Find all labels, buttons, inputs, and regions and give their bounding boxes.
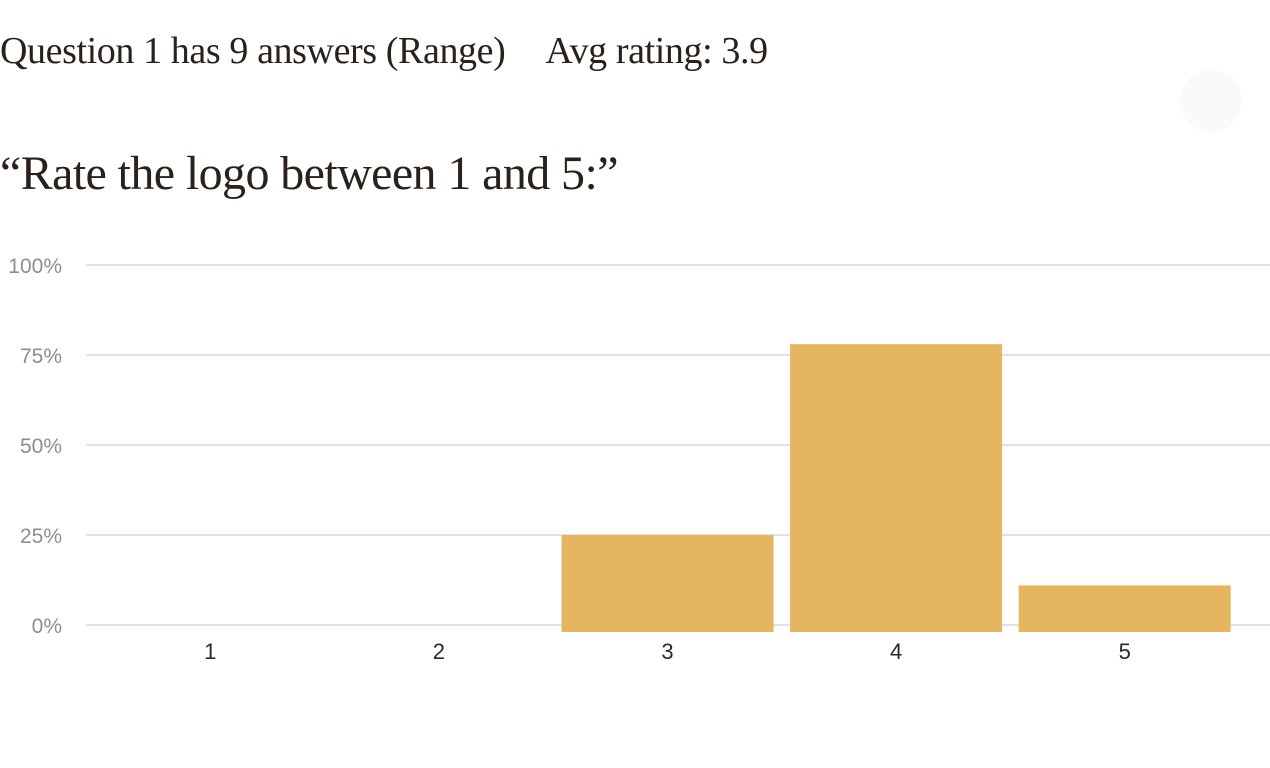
answer-count-text: Question 1 has 9 answers (Range) bbox=[0, 30, 506, 72]
y-tick-label: 25% bbox=[20, 525, 62, 548]
x-category-label: 1 bbox=[204, 639, 216, 664]
corner-decoration bbox=[1180, 70, 1242, 132]
x-category-label: 5 bbox=[1119, 639, 1131, 664]
bar-rating-5 bbox=[1018, 585, 1231, 632]
label-layer: 0% 25% 50% 75% 100% 1 2 3 4 5 bbox=[8, 255, 1131, 664]
y-tick-label: 50% bbox=[20, 435, 62, 458]
x-category-label: 4 bbox=[890, 639, 902, 664]
y-tick-label: 0% bbox=[32, 615, 62, 638]
avg-rating-text: Avg rating: 3.9 bbox=[545, 30, 768, 72]
bar-rating-4 bbox=[790, 344, 1003, 632]
bar-rating-3 bbox=[561, 535, 774, 632]
question-summary: Question 1 has 9 answers (Range) Avg rat… bbox=[0, 26, 768, 76]
chart-svg: 0% 25% 50% 75% 100% 1 2 3 4 5 bbox=[8, 255, 1270, 664]
question-text: “Rate the logo between 1 and 5:” bbox=[0, 147, 619, 200]
rating-bar-chart: 0% 25% 50% 75% 100% 1 2 3 4 5 bbox=[0, 240, 1270, 680]
x-category-label: 2 bbox=[433, 639, 445, 664]
bar-layer bbox=[561, 344, 1231, 632]
y-tick-label: 75% bbox=[20, 345, 62, 368]
y-tick-label: 100% bbox=[8, 255, 62, 278]
x-category-label: 3 bbox=[661, 639, 673, 664]
